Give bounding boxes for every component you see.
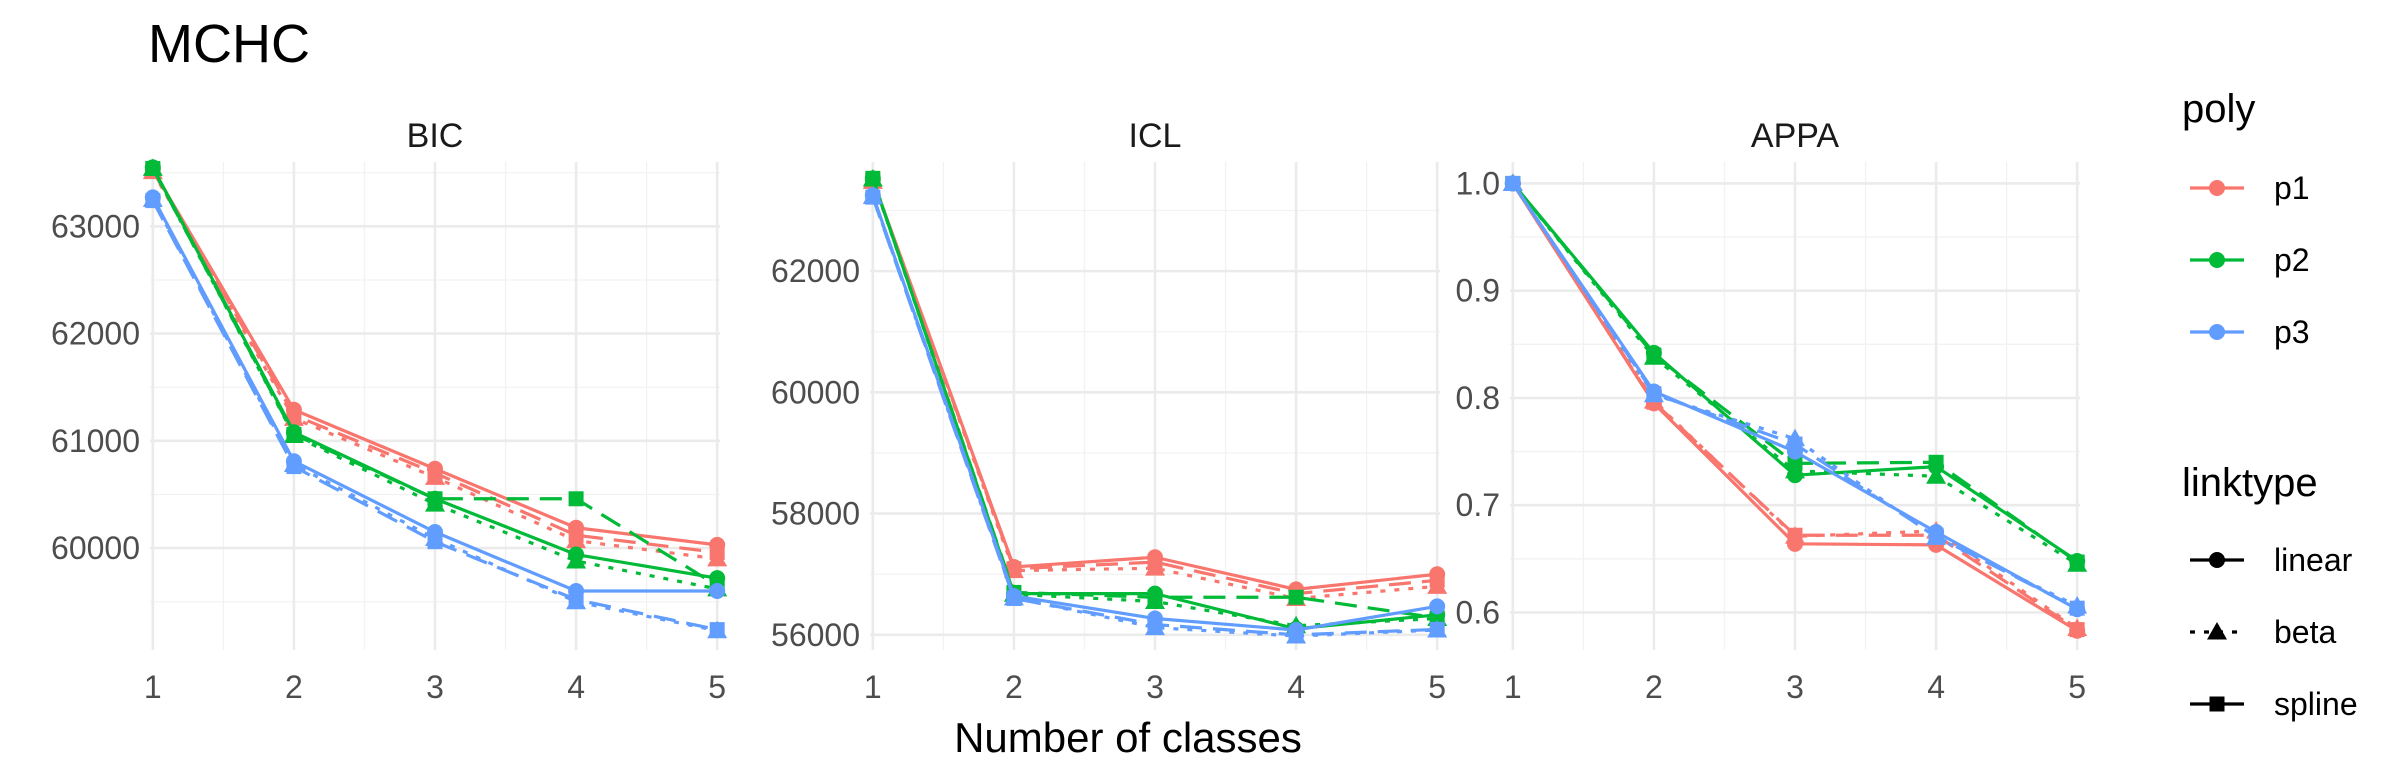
- y-tick-label: 60000: [771, 374, 860, 410]
- series-line-p2-spline: [151, 167, 719, 588]
- data-point-p2-spline: [1147, 589, 1163, 605]
- x-tick-label: 4: [1927, 669, 1945, 705]
- data-point-p1-spline: [2069, 622, 2085, 638]
- y-tick-label: 61000: [51, 423, 140, 459]
- x-tick-label: 3: [426, 669, 444, 705]
- data-point-p3-spline: [1429, 621, 1445, 637]
- data-point-p2-spline: [1928, 454, 1944, 470]
- data-point-p2-spline: [568, 491, 584, 507]
- series-line-p1-spline: [1511, 182, 2079, 631]
- series-line-p3-spline: [151, 199, 718, 632]
- y-tick-label: 62000: [771, 253, 860, 289]
- x-tick-label: 4: [567, 669, 585, 705]
- legend-key-point: [2209, 324, 2225, 340]
- x-tick-label: 3: [1786, 669, 1804, 705]
- panel-bic: 1 2 3 4 5 60000 61000 62000 63000 BIC: [51, 117, 728, 705]
- data-point-p2-spline: [286, 426, 302, 442]
- series-line-p1-beta: [871, 180, 1438, 601]
- facet-strip-label: BIC: [407, 117, 464, 155]
- data-point-p1-spline: [568, 527, 584, 543]
- x-tick-label: 1: [864, 669, 882, 705]
- legend-label-beta: beta: [2274, 614, 2336, 650]
- data-point-p1-spline: [1147, 554, 1163, 570]
- x-tick-label: 2: [1005, 669, 1023, 705]
- y-tick-label: 0.7: [1456, 487, 1500, 523]
- data-point-p3-spline: [427, 534, 443, 550]
- x-tick-label: 1: [144, 669, 162, 705]
- data-point-p3-spline: [1147, 617, 1163, 633]
- legend-key-marker: [2207, 622, 2227, 640]
- data-point-p3-spline: [145, 193, 161, 209]
- legend-label-linear: linear: [2274, 542, 2353, 578]
- legend-label-p3: p3: [2274, 314, 2310, 350]
- data-point-p2-spline: [145, 160, 161, 176]
- data-point-p3-spline: [1505, 175, 1521, 191]
- data-point-p2-spline: [2069, 554, 2085, 570]
- y-tick-label: 60000: [51, 530, 140, 566]
- data-point-p1-spline: [286, 407, 302, 423]
- x-tick-label: 5: [1428, 669, 1446, 705]
- facet-panels: 1 2 3 4 5 60000 61000 62000 63000 BIC 1 2 3 4 5 56000 58…: [51, 117, 2088, 705]
- legend-key-marker: [2209, 696, 2225, 712]
- data-point-p1-spline: [1429, 572, 1445, 588]
- data-point-p3-linear: [709, 583, 726, 600]
- data-point-p3-spline: [568, 592, 584, 608]
- data-point-p3-spline: [1787, 436, 1803, 452]
- data-point-p2-beta: [566, 550, 587, 569]
- legend-label-p1: p1: [2274, 170, 2310, 206]
- facet-strip-label: ICL: [1129, 117, 1182, 155]
- data-point-p3-spline: [865, 189, 881, 205]
- series-line-p2-beta: [151, 167, 718, 591]
- x-tick-label: 1: [1504, 669, 1522, 705]
- data-point-p3-spline: [1928, 528, 1944, 544]
- series-line-p1-spline: [871, 180, 1438, 596]
- data-point-p3-spline: [286, 459, 302, 475]
- data-point-p2-spline: [865, 170, 881, 186]
- data-point-p3-spline: [1006, 590, 1022, 606]
- x-tick-label: 5: [708, 669, 726, 705]
- data-point-p3-spline: [1646, 386, 1662, 402]
- data-point-p2-spline: [1787, 455, 1803, 471]
- y-tick-label: 0.9: [1456, 273, 1500, 309]
- legend-title-linktype: linktype: [2182, 461, 2318, 505]
- legend-key-point: [2209, 252, 2225, 268]
- y-tick-label: 63000: [51, 208, 140, 244]
- x-axis-label: Number of classes: [954, 714, 1302, 761]
- data-point-p2-spline: [427, 491, 443, 507]
- legend-label-spline: spline: [2274, 686, 2358, 722]
- panel-icl: 1 2 3 4 5 56000 58000 60000 62000 ICL: [771, 117, 1448, 705]
- data-point-p1-spline: [427, 465, 443, 481]
- x-tick-label: 2: [1645, 669, 1663, 705]
- legend: poly p1 p2 p3 linktype linear beta spline: [2182, 87, 2358, 722]
- data-point-p2-spline: [1288, 589, 1304, 605]
- chart-title: MCHC: [148, 14, 310, 74]
- panel-appa: 1 2 3 4 5 0.6 0.7 0.8 0.9 1.0 APPA: [1456, 117, 2088, 705]
- data-point-p2-spline: [1646, 347, 1662, 363]
- data-point-p1-spline: [709, 544, 725, 560]
- x-tick-label: 2: [285, 669, 303, 705]
- y-tick-label: 62000: [51, 316, 140, 352]
- x-tick-label: 3: [1146, 669, 1164, 705]
- x-tick-label: 4: [1287, 669, 1305, 705]
- facet-strip-label: APPA: [1751, 117, 1840, 155]
- y-tick-label: 1.0: [1456, 165, 1500, 201]
- y-tick-label: 58000: [771, 496, 860, 532]
- data-point-p2-spline: [1429, 610, 1445, 626]
- data-point-p3-linear: [1429, 598, 1446, 615]
- legend-key-point: [2209, 180, 2225, 196]
- data-point-p3-spline: [1288, 627, 1304, 643]
- data-point-p3-spline: [2069, 600, 2085, 616]
- legend-label-p2: p2: [2274, 242, 2310, 278]
- y-tick-label: 56000: [771, 617, 860, 653]
- y-tick-label: 0.8: [1456, 380, 1500, 416]
- y-tick-label: 0.6: [1456, 594, 1500, 630]
- data-point-p2-beta: [1926, 466, 1947, 484]
- data-point-p1-spline: [1006, 561, 1022, 577]
- legend-key-marker: [2209, 552, 2225, 568]
- legend-title-poly: poly: [2182, 87, 2255, 131]
- data-point-p3-spline: [709, 622, 725, 638]
- data-point-p1-spline: [1787, 527, 1803, 543]
- x-tick-label: 5: [2068, 669, 2086, 705]
